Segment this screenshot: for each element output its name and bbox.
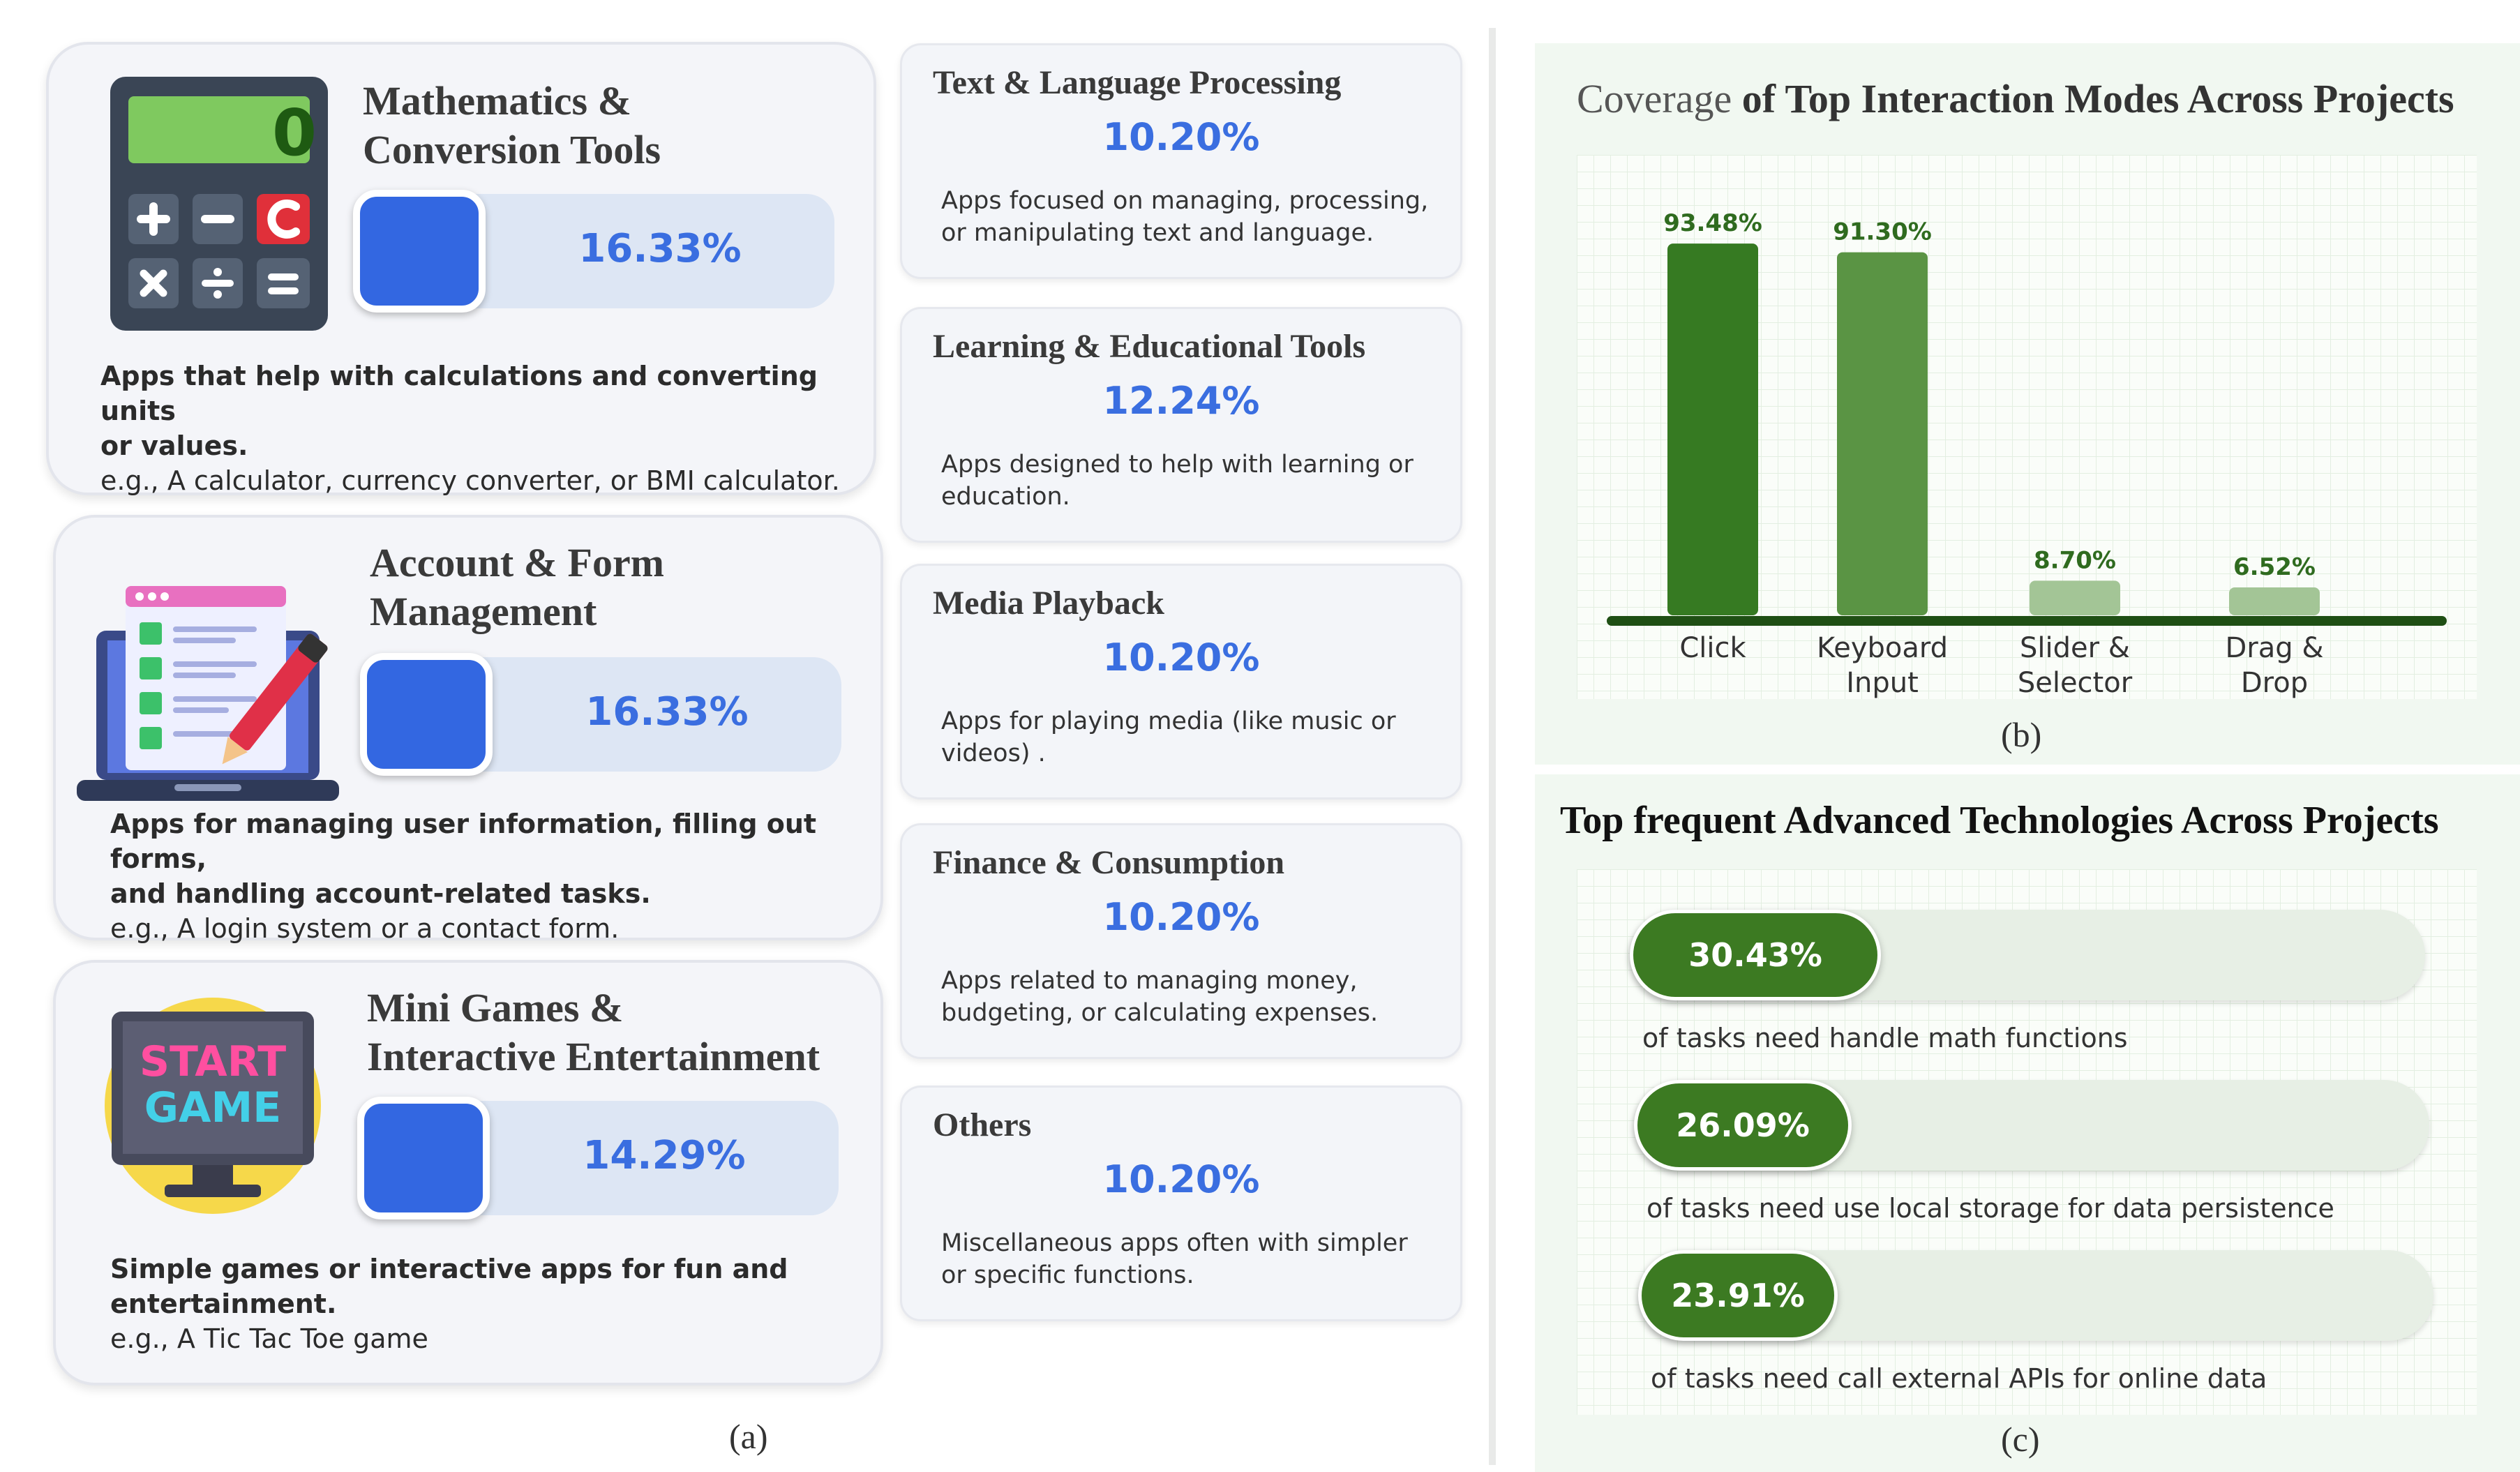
category-card-account: Account & Form Management 16.33% Apps fo… bbox=[53, 515, 883, 944]
category-card-others: Others 10.20% Miscellaneous apps often w… bbox=[900, 1086, 1462, 1321]
bar-category-label: Input bbox=[1846, 667, 1919, 699]
chart-title: Coverage of Top Interaction Modes Across… bbox=[1577, 76, 2454, 121]
category-card-learning: Learning & Educational Tools 12.24% Apps… bbox=[900, 307, 1462, 543]
category-title: Finance & Consumption bbox=[933, 844, 1285, 881]
category-description: Miscellaneous apps often with simpler or… bbox=[941, 1229, 1408, 1289]
category-title: Mini Games & Interactive Entertainment bbox=[367, 985, 820, 1079]
category-title: Text & Language Processing bbox=[933, 64, 1342, 101]
tech-bar-track: 23.91% bbox=[1638, 1250, 2433, 1341]
category-description: Apps related to managing money, budgetin… bbox=[941, 967, 1379, 1027]
category-percent: 10.20% bbox=[1102, 636, 1260, 679]
category-description: Apps designed to help with learning or e… bbox=[941, 451, 1413, 511]
bar-category-label: Drag & bbox=[2225, 632, 2323, 664]
percent-bar: 14.29% bbox=[357, 1097, 839, 1219]
tech-percent-pill: 30.43% bbox=[1630, 910, 1881, 1000]
category-card-media: Media Playback 10.20% Apps for playing m… bbox=[900, 564, 1462, 799]
color-swatch bbox=[360, 653, 493, 776]
bar-value-label: 91.30% bbox=[1833, 218, 1932, 246]
percent-bar: 16.33% bbox=[360, 653, 841, 776]
bar-category-label: Keyboard bbox=[1817, 632, 1948, 664]
bar-category-label: Click bbox=[1679, 632, 1746, 664]
tech-description: of tasks need call external APIs for onl… bbox=[1651, 1363, 2267, 1394]
screen-text-start: START bbox=[140, 1037, 286, 1086]
bar-value-label: 6.52% bbox=[2233, 553, 2316, 581]
panel-b: Coverage of Top Interaction Modes Across… bbox=[1535, 43, 2520, 765]
tech-bar-track: 30.43% bbox=[1630, 910, 2425, 1000]
caption-c: (c) bbox=[2001, 1420, 2040, 1459]
tech-percent-pill: 23.91% bbox=[1638, 1250, 1838, 1341]
category-description: Simple games or interactive apps for fun… bbox=[110, 1254, 788, 1354]
category-title: Account & Form Management bbox=[370, 540, 665, 634]
category-description: Apps focused on managing, processing, or… bbox=[941, 187, 1429, 247]
bar-3 bbox=[2030, 580, 2120, 615]
tech-description: of tasks need handle math functions bbox=[1642, 1023, 2128, 1053]
category-percent: 10.20% bbox=[1102, 115, 1260, 159]
bar-category-label: Drop bbox=[2241, 667, 2308, 699]
category-title: Mathematics & Conversion Tools bbox=[363, 78, 661, 172]
category-percent: 12.24% bbox=[1102, 379, 1260, 423]
bar-2 bbox=[1837, 252, 1928, 616]
bar-value-label: 8.70% bbox=[2034, 546, 2116, 574]
calculator-icon: 0 bbox=[110, 77, 328, 331]
category-percent: 10.20% bbox=[1102, 895, 1260, 939]
tech-description: of tasks need use local storage for data… bbox=[1647, 1193, 2334, 1224]
category-card-games: START GAME Mini Games & Interactive Ente… bbox=[53, 960, 883, 1385]
category-percent: 16.33% bbox=[578, 226, 742, 271]
category-percent: 10.20% bbox=[1102, 1157, 1260, 1201]
bar-value-label: 93.48% bbox=[1663, 209, 1762, 237]
screen-text-game: GAME bbox=[144, 1083, 281, 1132]
bar-category-label: Selector bbox=[2018, 667, 2133, 699]
percent-bar: 16.33% bbox=[353, 190, 834, 313]
category-title: Others bbox=[933, 1106, 1032, 1143]
tech-percent-pill: 26.09% bbox=[1634, 1080, 1852, 1171]
category-percent: 14.29% bbox=[583, 1133, 746, 1178]
caption-b: (b) bbox=[2001, 715, 2042, 754]
caption-a: (a) bbox=[729, 1417, 768, 1456]
bar-1 bbox=[1667, 243, 1758, 615]
calculator-display: 0 bbox=[272, 96, 317, 170]
tech-bar-track: 26.09% bbox=[1634, 1080, 2429, 1171]
category-description: Apps that help with calculations and con… bbox=[100, 361, 840, 496]
category-description: Apps for playing media (like music or vi… bbox=[941, 707, 1396, 767]
category-description: Apps for managing user information, fill… bbox=[110, 809, 817, 944]
bar-category-label: Slider & bbox=[2020, 632, 2130, 664]
category-card-finance: Finance & Consumption 10.20% Apps relate… bbox=[900, 823, 1462, 1059]
category-title: Learning & Educational Tools bbox=[933, 328, 1366, 365]
color-swatch bbox=[353, 190, 486, 313]
game-monitor-icon: START GAME bbox=[105, 998, 321, 1214]
chart-area: 93.48% Click 91.30% Keyboard Input 8.70% Slide… bbox=[1577, 155, 2477, 699]
panel-c: Top frequent Advanced Technologies Acros… bbox=[1535, 774, 2520, 1472]
category-card-math: 0 Mathematics & Conversion Tools 16.33% … bbox=[46, 42, 876, 496]
category-title: Media Playback bbox=[933, 585, 1164, 622]
bar-4 bbox=[2229, 587, 2320, 615]
chart-title: Top frequent Advanced Technologies Acros… bbox=[1560, 799, 2439, 842]
category-card-text: Text & Language Processing 10.20% Apps f… bbox=[900, 43, 1462, 279]
category-percent: 16.33% bbox=[585, 689, 749, 735]
color-swatch bbox=[357, 1097, 490, 1219]
form-laptop-icon bbox=[77, 586, 339, 801]
panel-divider bbox=[1489, 28, 1496, 1465]
